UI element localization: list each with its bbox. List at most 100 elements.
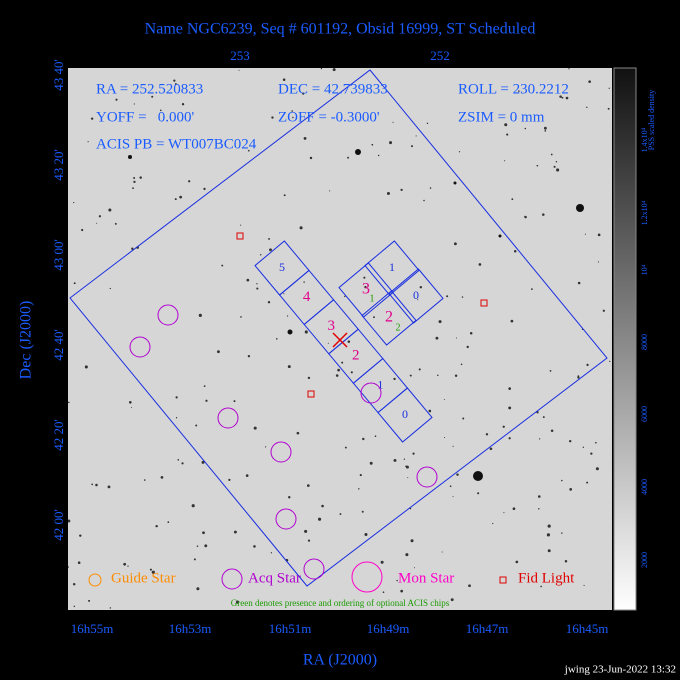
bottom-tick: 16h47m <box>466 621 509 636</box>
star <box>410 539 414 543</box>
acis-i-label: 2 <box>385 309 393 326</box>
star <box>550 153 553 156</box>
star <box>555 161 558 163</box>
star <box>582 446 585 449</box>
star <box>128 400 132 404</box>
star <box>221 264 224 267</box>
colorbar-tick: 8000 <box>640 334 649 350</box>
star <box>282 78 286 81</box>
star <box>201 460 205 464</box>
info-zsim: ZSIM = 0 mm <box>458 109 545 125</box>
star <box>503 512 505 514</box>
info-acis-pb: ACIS PB = WT007BC024 <box>96 136 257 152</box>
star <box>271 116 274 119</box>
acis-s-chip <box>377 387 433 443</box>
star <box>139 176 142 179</box>
star <box>309 156 313 160</box>
star <box>87 141 89 143</box>
title: Name NGC6239, Seq # 601192, Obsid 16999,… <box>145 21 536 38</box>
colorbar-tick: 6000 <box>640 406 649 422</box>
star <box>477 492 480 495</box>
star <box>449 485 452 488</box>
colorbar-title: PSS scaled density <box>647 90 656 150</box>
star <box>143 479 146 481</box>
star <box>292 116 294 119</box>
star <box>369 461 373 465</box>
footer-bg <box>540 660 680 680</box>
star <box>456 473 459 476</box>
acis-i-label: 3 <box>362 281 370 298</box>
star <box>518 90 520 92</box>
star <box>426 122 429 125</box>
star <box>588 80 591 84</box>
star <box>95 483 98 487</box>
star <box>392 121 394 123</box>
star <box>287 365 291 369</box>
star <box>515 560 519 564</box>
star <box>303 137 307 140</box>
star <box>128 155 132 159</box>
left-tick: 42 20' <box>51 419 66 451</box>
star <box>553 165 556 168</box>
star <box>347 156 350 159</box>
acis-s-label: 2 <box>352 348 360 364</box>
star <box>304 330 308 334</box>
star <box>253 545 256 548</box>
star <box>569 488 573 491</box>
star <box>409 374 412 377</box>
star <box>193 558 196 561</box>
star <box>428 409 432 413</box>
acis-s-label: 4 <box>303 289 311 305</box>
legend-mon: Mon Star <box>398 570 454 586</box>
star <box>602 309 605 312</box>
star <box>405 553 409 557</box>
star <box>355 149 361 155</box>
star <box>547 524 551 528</box>
star <box>286 315 289 317</box>
star <box>283 293 285 295</box>
star <box>508 387 511 390</box>
star <box>267 301 271 304</box>
optional-chip-order: 2 <box>396 322 401 333</box>
left-tick: 42 00' <box>51 509 66 541</box>
star <box>506 133 509 136</box>
legend-fid-icon <box>499 576 507 584</box>
star <box>198 313 202 317</box>
acis-i-label: 1 <box>389 260 395 274</box>
star <box>412 452 415 455</box>
star <box>174 83 177 86</box>
star <box>151 570 155 574</box>
star <box>320 68 323 70</box>
star <box>502 425 505 428</box>
star <box>446 295 449 298</box>
star <box>155 524 158 528</box>
star <box>452 496 454 498</box>
star <box>556 168 560 172</box>
star <box>461 296 464 298</box>
star <box>559 95 562 98</box>
star <box>181 103 185 106</box>
star <box>341 361 344 364</box>
star <box>84 365 88 369</box>
star <box>540 585 542 588</box>
acis-i-chip <box>361 290 417 346</box>
left-tick: 42 40' <box>51 329 66 361</box>
star <box>133 103 135 105</box>
info: RA = 252.520833 DEC = 42.739833 ROLL = 2… <box>96 81 569 152</box>
star <box>597 261 600 263</box>
star <box>276 338 278 340</box>
acis-s-label: 3 <box>327 318 335 334</box>
legend-acq: Acq Star <box>248 570 301 586</box>
hrc-outline <box>69 69 608 587</box>
star-field <box>68 68 611 609</box>
star <box>400 589 404 593</box>
star <box>462 417 465 420</box>
star <box>543 126 547 130</box>
star <box>419 286 423 289</box>
star <box>73 605 76 608</box>
star <box>504 160 506 162</box>
star <box>386 191 390 195</box>
star <box>203 187 206 191</box>
star <box>303 281 305 283</box>
acq-star <box>270 441 292 463</box>
